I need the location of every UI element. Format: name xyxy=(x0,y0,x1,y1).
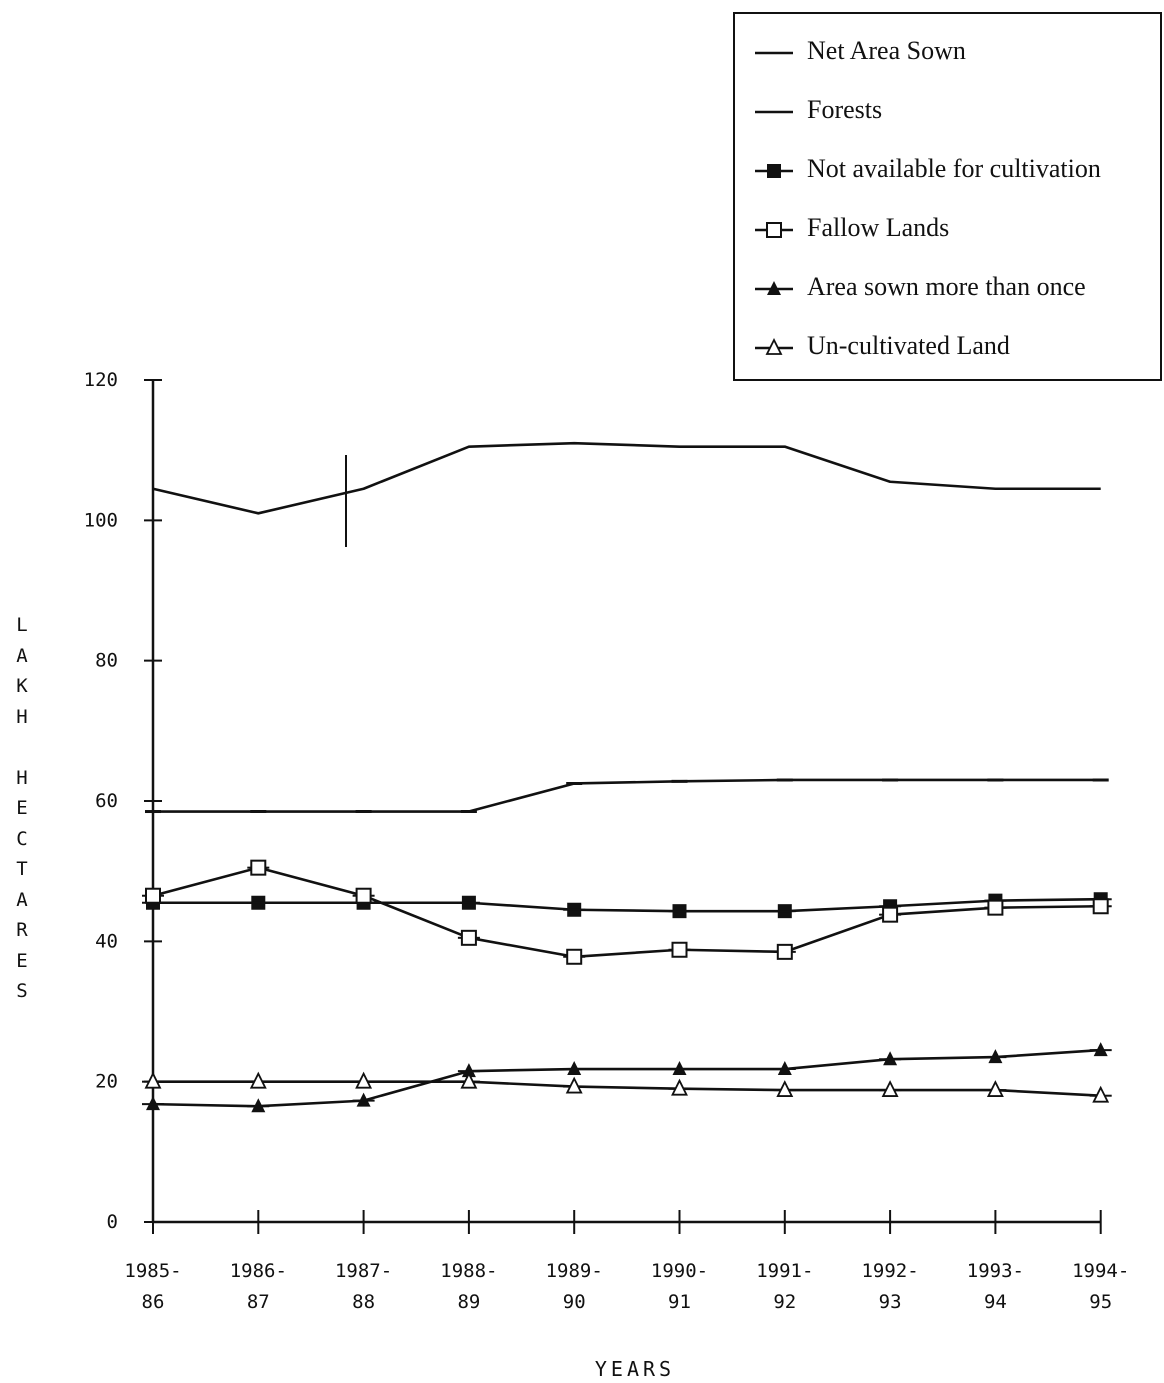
x-tick-label: 1989- xyxy=(546,1260,603,1282)
point-open-triangle xyxy=(881,1080,899,1097)
x-tick-label: 1985- xyxy=(124,1260,181,1282)
point-open-square xyxy=(766,222,782,238)
legend: Net Area Sown Forests Not available for cu… xyxy=(733,12,1162,381)
series-line xyxy=(152,1048,1101,1108)
axes: 0 20 40 60 80 100 120 1985- 86 1986- 87 1987- 88 1988… xyxy=(84,369,1130,1313)
y-tick-label: 20 xyxy=(95,1071,118,1093)
series-1 xyxy=(145,778,1109,814)
legend-swatch-icon xyxy=(755,281,793,295)
y-tick-label: 40 xyxy=(95,930,118,952)
series-layer xyxy=(142,441,1112,1113)
x-tick-label: 91 xyxy=(668,1291,691,1313)
x-tick-label: 93 xyxy=(879,1291,902,1313)
point-open-square xyxy=(671,941,688,958)
x-tick-label: 90 xyxy=(563,1291,586,1313)
x-tick-label: 1990- xyxy=(651,1260,708,1282)
series-line xyxy=(152,441,1101,515)
series-line xyxy=(153,1080,1101,1097)
x-tick-label: 1986- xyxy=(230,1260,287,1282)
legend-item: Area sown more than once xyxy=(735,268,1160,312)
point-open-square xyxy=(1092,898,1109,915)
point-open-triangle xyxy=(671,1078,688,1096)
series-0 xyxy=(152,441,1101,515)
x-tick-label: 1988- xyxy=(440,1260,497,1282)
x-axis-label: YEARS xyxy=(594,1357,676,1381)
point-open-square xyxy=(882,906,899,923)
point-open-square xyxy=(460,929,477,946)
point-open-square xyxy=(987,899,1004,916)
point-open-triangle xyxy=(986,1080,1004,1097)
series-4 xyxy=(142,1042,1112,1113)
legend-label: Un-cultivated Land xyxy=(807,331,1010,360)
legend-swatch-icon xyxy=(755,164,793,178)
series-line xyxy=(153,897,1101,913)
x-tick-label: 95 xyxy=(1089,1291,1112,1313)
legend-item: Fallow Lands xyxy=(735,209,1160,253)
series-line xyxy=(153,778,1101,813)
x-tick-label: 1993- xyxy=(967,1260,1024,1282)
legend-label: Fallow Lands xyxy=(807,213,950,242)
legend-swatch-icon xyxy=(755,222,793,238)
x-tick-label: 94 xyxy=(984,1291,1007,1313)
point-open-triangle xyxy=(1092,1085,1110,1103)
x-tick-label: 88 xyxy=(352,1291,375,1313)
x-tick-label: 1992- xyxy=(861,1260,918,1282)
legend-label: Area sown more than once xyxy=(807,272,1086,301)
legend-swatch-icon xyxy=(755,51,793,55)
legend-swatch-icon xyxy=(755,110,793,114)
point-open-square xyxy=(250,859,267,876)
y-axis-label: L A K H H E C T A R E S xyxy=(16,614,28,1002)
legend-item: Net Area Sown xyxy=(735,32,1160,76)
point-open-triangle xyxy=(565,1076,583,1094)
legend-label: Forests xyxy=(807,95,883,124)
y-tick-label: 100 xyxy=(84,509,118,531)
point-open-square xyxy=(145,887,161,904)
legend-swatch-icon xyxy=(755,337,793,355)
x-tick-label: 89 xyxy=(457,1291,480,1313)
x-tick-label: 86 xyxy=(142,1291,165,1313)
x-tick-label: 87 xyxy=(247,1291,270,1313)
y-tick-label: 80 xyxy=(95,650,118,672)
y-tick-label: 60 xyxy=(95,790,118,812)
point-open-triangle xyxy=(249,1071,267,1089)
point-open-triangle xyxy=(144,1071,162,1089)
point-open-square xyxy=(566,948,583,965)
legend-item: Not available for cultivation xyxy=(735,150,1160,194)
point-open-triangle xyxy=(355,1071,373,1089)
y-tick-label: 120 xyxy=(84,369,118,391)
point-open-square xyxy=(776,943,793,960)
series-2 xyxy=(142,892,1112,919)
y-tick-label: 0 xyxy=(107,1211,118,1233)
series-5 xyxy=(142,1071,1112,1103)
point-open-triangle xyxy=(776,1080,794,1097)
legend-label: Not available for cultivation xyxy=(807,154,1101,183)
legend-label: Net Area Sown xyxy=(807,36,966,65)
x-tick-label: 1987- xyxy=(335,1260,392,1282)
legend-item: Forests xyxy=(735,91,1160,135)
series-line xyxy=(152,866,1101,959)
x-tick-label: 1991- xyxy=(756,1260,813,1282)
series-3 xyxy=(142,859,1112,965)
point-open-triangle xyxy=(460,1071,478,1089)
x-tick-label: 1994- xyxy=(1072,1260,1129,1282)
legend-item: Un-cultivated Land xyxy=(735,327,1160,371)
point-open-square xyxy=(355,887,372,904)
point-open-triangle xyxy=(765,337,783,355)
x-tick-label: 92 xyxy=(773,1291,796,1313)
